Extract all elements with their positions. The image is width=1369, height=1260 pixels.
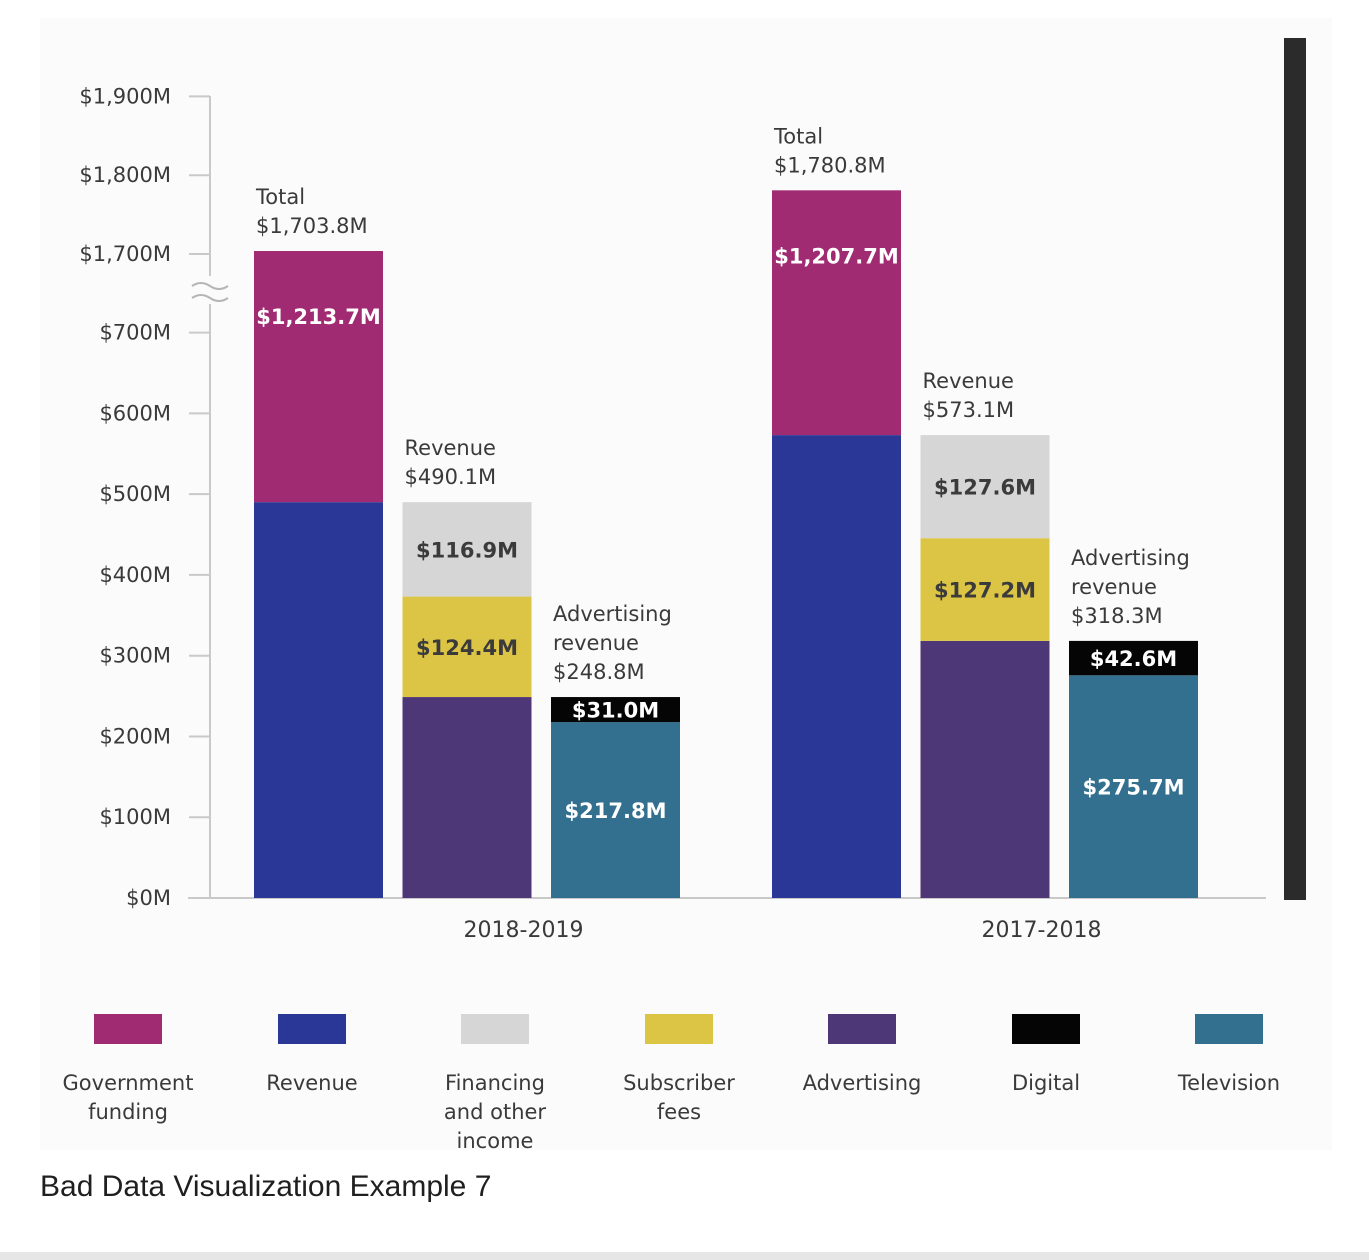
- segment-label: $127.2M: [934, 579, 1036, 603]
- segment-label: $217.8M: [565, 799, 667, 823]
- bar-annotation-line: $318.3M: [1071, 604, 1163, 628]
- caption: Bad Data Visualization Example 7: [40, 1170, 492, 1203]
- bar-annotation-line: Revenue: [923, 369, 1014, 393]
- segment-label: $275.7M: [1083, 776, 1185, 800]
- bar-segment: [254, 251, 383, 503]
- legend-label: Revenue: [266, 1071, 357, 1095]
- segment-label: $1,207.7M: [774, 244, 899, 268]
- bar-segment: [920, 538, 1050, 641]
- bar-annotation-line: Total: [773, 124, 823, 148]
- bar-annotation-line: $248.8M: [553, 660, 645, 684]
- y-tick-label: $300M: [99, 644, 171, 668]
- bar-segment: [402, 502, 532, 597]
- segment-label: $116.9M: [416, 538, 518, 562]
- axis-break-mark: [191, 282, 229, 302]
- y-tick-label: $1,800M: [79, 163, 171, 187]
- legend-swatch: [94, 1014, 162, 1044]
- legend-swatch: [828, 1014, 896, 1044]
- segment-label: $124.4M: [416, 636, 518, 660]
- bars: [254, 190, 1198, 898]
- y-tick-label: $700M: [99, 321, 171, 345]
- legend: Government funding Revenue Financing and oth…: [63, 1014, 1280, 1153]
- legend-swatch: [1195, 1014, 1263, 1044]
- bar-segment: [254, 502, 383, 898]
- segment-label: $42.6M: [1090, 647, 1177, 671]
- annotations: $1,213.7M Total $1,703.8M $124.4M $116.9M Rev…: [255, 124, 1190, 943]
- legend-swatch: [645, 1014, 713, 1044]
- frame-decoration: [1284, 38, 1306, 900]
- bottom-strip: [0, 1252, 1369, 1260]
- bar-annotation-line: revenue: [553, 631, 639, 655]
- y-tick-label: $500M: [99, 482, 171, 506]
- bar-annotation-line: Revenue: [405, 436, 496, 460]
- legend-label: Television: [1177, 1071, 1280, 1095]
- legend-label: Government: [63, 1071, 194, 1095]
- x-category-label: 2018-2019: [464, 918, 584, 943]
- bar-annotation-line: Advertising: [553, 602, 672, 626]
- bar-annotation-line: $1,703.8M: [256, 214, 368, 238]
- bar-segment: [402, 596, 532, 698]
- bar-annotation-line: Total: [255, 185, 305, 209]
- bar-segment: [772, 190, 901, 436]
- bar-segment: [1069, 640, 1198, 676]
- y-tick-label: $1,900M: [79, 84, 171, 108]
- bar-annotation-line: $1,780.8M: [774, 153, 886, 177]
- legend-label: income: [457, 1129, 534, 1153]
- legend-label: fees: [657, 1100, 701, 1124]
- y-tick-label: $400M: [99, 563, 171, 587]
- y-tick-label: $200M: [99, 724, 171, 748]
- segment-label: $1,213.7M: [256, 305, 381, 329]
- bar-annotation-line: $573.1M: [923, 398, 1015, 422]
- legend-swatch: [278, 1014, 346, 1044]
- bar-annotation-line: $490.1M: [405, 465, 497, 489]
- legend-label: Subscriber: [623, 1071, 735, 1095]
- legend-label: Advertising: [803, 1071, 922, 1095]
- legend-label: and other: [444, 1100, 546, 1124]
- legend-swatch: [461, 1014, 529, 1044]
- bar-segment: [772, 435, 901, 898]
- bar-segment: [551, 697, 680, 723]
- y-tick-label: $1,700M: [79, 242, 171, 266]
- right-edge-bar: [1284, 38, 1306, 900]
- legend-label: Digital: [1012, 1071, 1080, 1095]
- legend-swatch: [1012, 1014, 1080, 1044]
- segment-label: $127.6M: [934, 476, 1036, 500]
- legend-label: funding: [88, 1100, 168, 1124]
- bar-annotation-line: revenue: [1071, 575, 1157, 599]
- bar-segment: [1069, 675, 1198, 898]
- bar-segment: [920, 640, 1050, 898]
- legend-label: Financing: [445, 1071, 545, 1095]
- segment-label: $31.0M: [572, 699, 659, 723]
- stacked-bar-chart: $1,900M $1,800M $1,700M $700M $600M $500M $400…: [63, 38, 1306, 1153]
- bar-annotation-line: Advertising: [1071, 546, 1190, 570]
- axes: $1,900M $1,800M $1,700M $700M $600M $500M $400…: [79, 84, 1266, 910]
- y-tick-label: $600M: [99, 401, 171, 425]
- y-tick-label: $100M: [99, 805, 171, 829]
- bar-segment: [920, 435, 1050, 539]
- x-category-label: 2017-2018: [982, 918, 1102, 943]
- bar-segment: [402, 697, 532, 898]
- y-tick-label: $0M: [126, 886, 171, 910]
- bar-segment: [551, 722, 680, 898]
